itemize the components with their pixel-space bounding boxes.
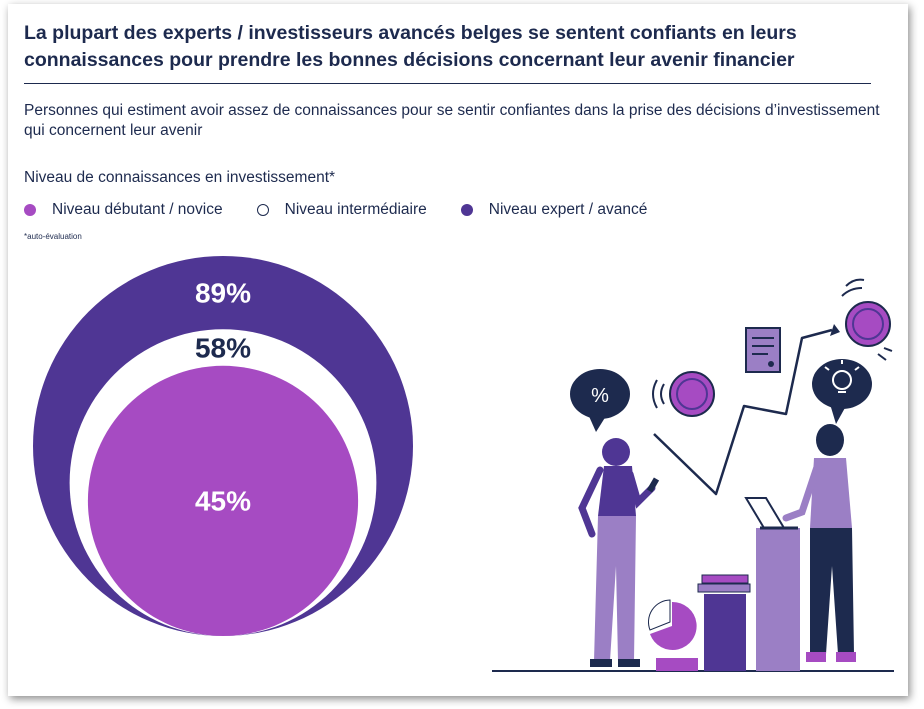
pie-chart-icon	[647, 599, 697, 650]
coin-icon-left	[652, 371, 715, 417]
legend-item-beginner: Niveau débutant / novice	[24, 201, 223, 219]
circle-beginner	[87, 365, 359, 636]
value-label-intermediate: 58%	[195, 332, 251, 363]
infographic-subtitle: Personnes qui estiment avoir assez de co…	[24, 102, 880, 139]
book-icon	[701, 574, 749, 584]
block-icon	[704, 594, 746, 671]
legend-swatch-expert	[460, 204, 473, 216]
legend-label-intermediate: Niveau intermédiaire	[284, 201, 427, 218]
nested-circles-chart: 89% 58% 45%	[33, 256, 413, 636]
woman-right-figure	[782, 424, 856, 662]
legend-swatch-beginner	[24, 204, 36, 216]
infographic-card: La plupart des experts / investisseurs a…	[8, 4, 908, 696]
investors-illustration: %	[492, 278, 894, 672]
footnote: *auto-évaluation	[24, 232, 82, 241]
percent-speech-bubble-icon: %	[570, 369, 630, 432]
growth-arrow-icon	[653, 328, 833, 496]
lightbulb-idea-icon	[812, 359, 872, 424]
book-icon	[697, 583, 751, 593]
percent-symbol: %	[591, 385, 609, 407]
legend-label-expert: Niveau expert / avancé	[488, 201, 648, 218]
phone-icon	[646, 477, 660, 493]
woman-left-figure	[578, 438, 656, 667]
coin-icon	[841, 278, 893, 361]
legend-title: Niveau de connaissances en investissemen…	[24, 169, 336, 186]
value-label-expert: 89%	[195, 277, 251, 308]
document-icon	[745, 327, 781, 373]
infographic-title: La plupart des experts / investisseurs a…	[24, 22, 797, 71]
arrow-head-icon	[830, 324, 840, 336]
legend-label-beginner: Niveau débutant / novice	[52, 201, 223, 218]
legend-item-expert: Niveau expert / avancé	[460, 201, 648, 219]
value-label-beginner: 45%	[195, 486, 251, 517]
legend-swatch-intermediate	[256, 204, 269, 216]
legend-item-intermediate: Niveau intermédiaire	[256, 201, 427, 219]
legend: Niveau débutant / novice Niveau interméd…	[24, 199, 681, 221]
laptop-icon	[744, 497, 798, 530]
desk-pillar-icon	[756, 528, 800, 671]
title-divider	[24, 83, 871, 84]
block-icon	[656, 658, 698, 671]
